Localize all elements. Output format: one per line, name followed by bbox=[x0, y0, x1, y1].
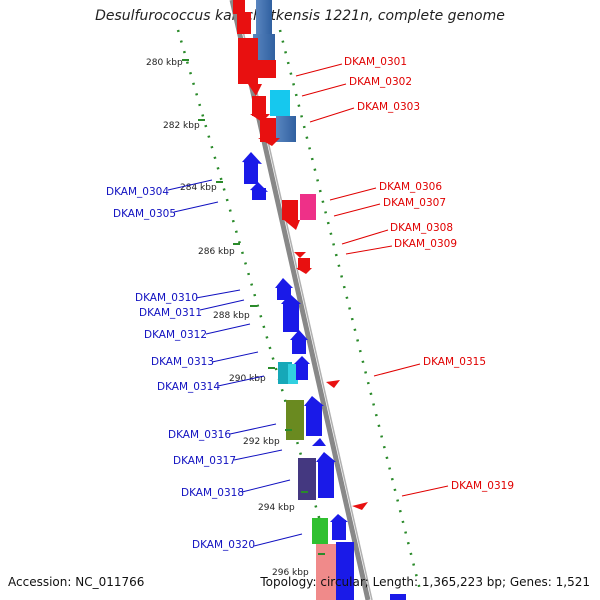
gene-label: DKAM_0307 bbox=[383, 197, 446, 209]
gene-dkam-0318 bbox=[298, 452, 336, 500]
gene-label: DKAM_0320 bbox=[192, 539, 255, 551]
tick-label: 296 kbp bbox=[272, 568, 309, 578]
tick-label: 282 kbp bbox=[163, 121, 200, 131]
tick-label: 292 kbp bbox=[243, 437, 280, 447]
gene-dkam-0315 bbox=[326, 380, 340, 388]
gene-label: DKAM_0313 bbox=[151, 356, 214, 368]
gene-label: DKAM_0318 bbox=[181, 487, 244, 499]
tick-label: 288 kbp bbox=[213, 311, 250, 321]
gene-label: DKAM_0311 bbox=[139, 307, 202, 319]
gene-label: DKAM_0302 bbox=[349, 76, 412, 88]
gene-label: DKAM_0304 bbox=[106, 186, 169, 198]
gene-label: DKAM_0310 bbox=[135, 292, 198, 304]
gene-label: DKAM_0316 bbox=[168, 429, 231, 441]
tick-label: 284 kbp bbox=[180, 183, 217, 193]
gene-label: DKAM_0308 bbox=[390, 222, 453, 234]
gene-dkam-0306-0307 bbox=[282, 194, 316, 230]
gene-label: DKAM_0309 bbox=[394, 238, 457, 250]
map-title: Desulfurococcus kamchatkensis 1221n, com… bbox=[95, 8, 505, 24]
gene-label: DKAM_0319 bbox=[451, 480, 514, 492]
gene-dkam-0310-0312 bbox=[275, 278, 308, 354]
gene-dkam-0304-0305 bbox=[242, 152, 268, 200]
gene-label: DKAM_0317 bbox=[173, 455, 236, 467]
tick-label: 294 kbp bbox=[258, 503, 295, 513]
left-gene-labels: DKAM_0304 DKAM_0305 DKAM_0310 DKAM_0311 … bbox=[106, 179, 303, 551]
kbp-ticks: 280 kbp 282 kbp 284 kbp 286 kbp 288 kbp … bbox=[146, 58, 325, 578]
gene-dkam-0319 bbox=[352, 502, 368, 510]
gene-label: DKAM_0314 bbox=[157, 381, 220, 393]
gene-label: DKAM_0306 bbox=[379, 181, 442, 193]
gene-dkam-0316-0317 bbox=[286, 396, 326, 446]
gene-label: DKAM_0315 bbox=[423, 356, 486, 368]
tick-label: 280 kbp bbox=[146, 58, 183, 68]
topology-label: Topology: circular; Length: 1,365,223 bp… bbox=[260, 575, 590, 589]
gene-dkam-0313-0314 bbox=[278, 356, 310, 384]
gene-dkam-0320 bbox=[312, 514, 406, 600]
tick-label: 286 kbp bbox=[198, 247, 235, 257]
tick-label: 290 kbp bbox=[229, 374, 266, 384]
accession-label: Accession: NC_011766 bbox=[8, 575, 145, 589]
gene-label: DKAM_0312 bbox=[144, 329, 207, 341]
gene-label: DKAM_0303 bbox=[357, 101, 420, 113]
gene-label: DKAM_0305 bbox=[113, 208, 176, 220]
right-gene-labels: DKAM_0301 DKAM_0302 DKAM_0303 DKAM_0306 … bbox=[295, 56, 514, 497]
gene-label: DKAM_0301 bbox=[344, 56, 407, 68]
gene-block-top bbox=[233, 0, 296, 146]
gene-dkam-0308-0309 bbox=[294, 252, 312, 274]
